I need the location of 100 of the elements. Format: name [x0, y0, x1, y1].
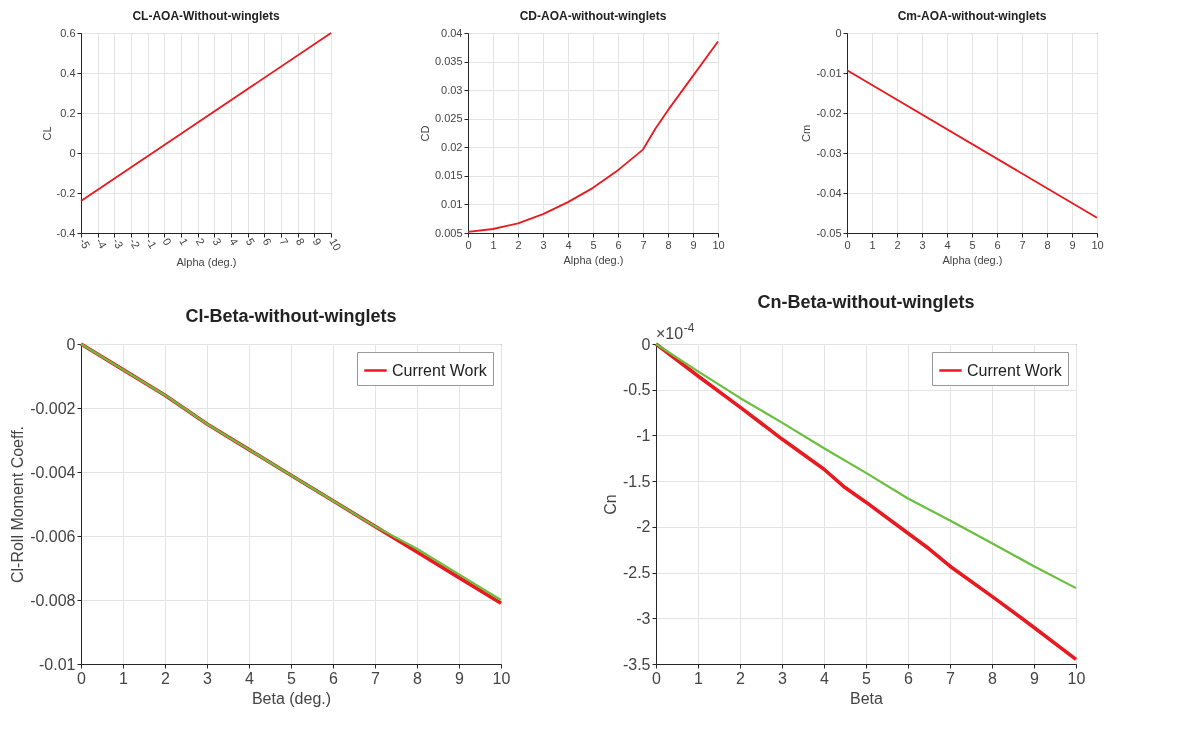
- x-tick-label: 0: [465, 238, 472, 251]
- x-tick-label: 7: [640, 238, 647, 251]
- x-tick-label: -5: [77, 236, 93, 251]
- y-tick-label: -0.01: [39, 655, 76, 673]
- y-axis-title: Cn: [601, 494, 619, 515]
- x-tick-label: 6: [260, 236, 274, 248]
- y-tick-label: 0.04: [441, 26, 463, 39]
- y-tick-label: -0.004: [30, 463, 76, 481]
- y-axis-title: Cl-Roll Moment Coeff.: [9, 425, 27, 584]
- y-tick-label: 0.025: [434, 112, 463, 125]
- x-tick-label: -1: [143, 236, 160, 251]
- x-tick-label: 4: [820, 669, 830, 687]
- x-tick-label: 1: [694, 669, 704, 687]
- y-axis-title: CD: [418, 125, 431, 142]
- x-tick-label: 7: [1019, 238, 1026, 251]
- y-tick-label: -0.4: [56, 226, 76, 239]
- y-tick-label: 0: [69, 146, 76, 159]
- y-tick-label: 0.4: [60, 66, 76, 79]
- x-tick-label: 10: [712, 238, 725, 251]
- x-tick-label: 9: [455, 669, 465, 687]
- x-tick-label: 5: [969, 238, 976, 251]
- x-tick-label: 4: [245, 669, 255, 687]
- x-tick-label: 2: [894, 238, 901, 251]
- y-tick-label: -0.05: [816, 226, 842, 239]
- x-tick-label: 1: [869, 238, 876, 251]
- y-tick-label: -0.5: [622, 381, 651, 399]
- x-tick-label: 2: [515, 238, 522, 251]
- chart-title: CL-AOA-Without-winglets: [132, 9, 280, 23]
- y-tick-label: 0.035: [434, 55, 463, 68]
- y-tick-label: 0: [66, 335, 76, 353]
- y-tick-label: 0.005: [434, 226, 463, 239]
- x-tick-label: 0: [160, 236, 174, 248]
- y-tick-label: -0.03: [816, 146, 842, 159]
- x-tick-label: 1: [490, 238, 497, 251]
- y-tick-label: -0.2: [56, 186, 76, 199]
- y-tick-label: 0: [835, 26, 842, 39]
- chart-title: CD-AOA-without-winglets: [519, 9, 667, 23]
- x-tick-label: 7: [371, 669, 381, 687]
- x-tick-label: 5: [862, 669, 872, 687]
- y-tick-label: 0.015: [434, 169, 463, 182]
- legend-label: Current Work: [967, 361, 1063, 379]
- x-tick-label: 8: [665, 238, 672, 251]
- x-tick-label: 4: [227, 236, 241, 248]
- x-tick-label: 5: [243, 236, 258, 248]
- x-tick-label: 10: [327, 236, 344, 253]
- x-tick-label: 9: [1069, 238, 1076, 251]
- x-tick-label: 5: [287, 669, 297, 687]
- x-tick-label: 2: [193, 236, 208, 248]
- x-tick-label: 5: [590, 238, 597, 251]
- x-tick-label: 0: [844, 238, 851, 251]
- x-tick-label: -2: [127, 236, 143, 251]
- x-tick-label: 3: [919, 238, 926, 251]
- x-tick-label: -4: [93, 236, 110, 251]
- x-tick-label: 2: [161, 669, 171, 687]
- y-tick-label: -0.04: [816, 186, 842, 199]
- y-tick-label: -0.008: [30, 591, 76, 609]
- x-tick-label: 6: [994, 238, 1001, 251]
- x-tick-label: 10: [1091, 238, 1104, 251]
- x-axis-title: Beta (deg.): [251, 689, 332, 707]
- x-tick-label: 4: [944, 238, 951, 251]
- x-tick-label: 7: [946, 669, 956, 687]
- x-tick-label: 8: [1044, 238, 1051, 251]
- y-tick-label: 0.6: [60, 26, 76, 39]
- y-tick-label: -1.5: [622, 472, 651, 490]
- y-tick-label: -0.002: [30, 399, 76, 417]
- x-tick-label: 8: [413, 669, 423, 687]
- x-tick-label: 10: [492, 669, 511, 687]
- chart-title: Cl-Beta-without-winglets: [185, 306, 397, 326]
- x-tick-label: 3: [540, 238, 547, 251]
- x-tick-label: 3: [203, 669, 213, 687]
- chart-title: Cm-AOA-without-winglets: [897, 9, 1047, 23]
- y-tick-label: -2: [636, 518, 651, 536]
- y-tick-label: 0.2: [60, 106, 76, 119]
- x-axis-title: Alpha (deg.): [176, 255, 237, 268]
- y-tick-label: -0.02: [816, 106, 842, 119]
- x-tick-label: 9: [310, 236, 324, 248]
- x-tick-label: 0: [652, 669, 662, 687]
- y-axis-title: CL: [40, 126, 53, 141]
- x-axis-title: Beta: [850, 689, 884, 707]
- x-tick-label: 0: [77, 669, 87, 687]
- y-tick-label: 0.01: [441, 197, 463, 210]
- x-tick-label: 6: [904, 669, 914, 687]
- x-tick-label: 8: [988, 669, 998, 687]
- x-tick-label: 3: [210, 236, 224, 248]
- x-tick-label: 1: [177, 236, 191, 248]
- y-tick-label: -2.5: [622, 564, 651, 582]
- x-tick-label: 1: [119, 669, 129, 687]
- x-axis-title: Alpha (deg.): [563, 253, 624, 266]
- x-tick-label: 4: [565, 238, 572, 251]
- chart-title: Cn-Beta-without-winglets: [757, 291, 975, 312]
- x-tick-label: 6: [329, 669, 339, 687]
- x-tick-label: -3: [110, 236, 126, 251]
- x-tick-label: 3: [778, 669, 788, 687]
- y-tick-label: 0.03: [441, 83, 463, 96]
- y-tick-label: 0: [641, 335, 651, 353]
- y-tick-label: -1: [636, 426, 651, 444]
- y-tick-label: -0.01: [816, 66, 842, 79]
- y-tick-label: -3: [636, 609, 651, 627]
- y-tick-label: -0.006: [30, 527, 76, 545]
- x-tick-label: 9: [1030, 669, 1040, 687]
